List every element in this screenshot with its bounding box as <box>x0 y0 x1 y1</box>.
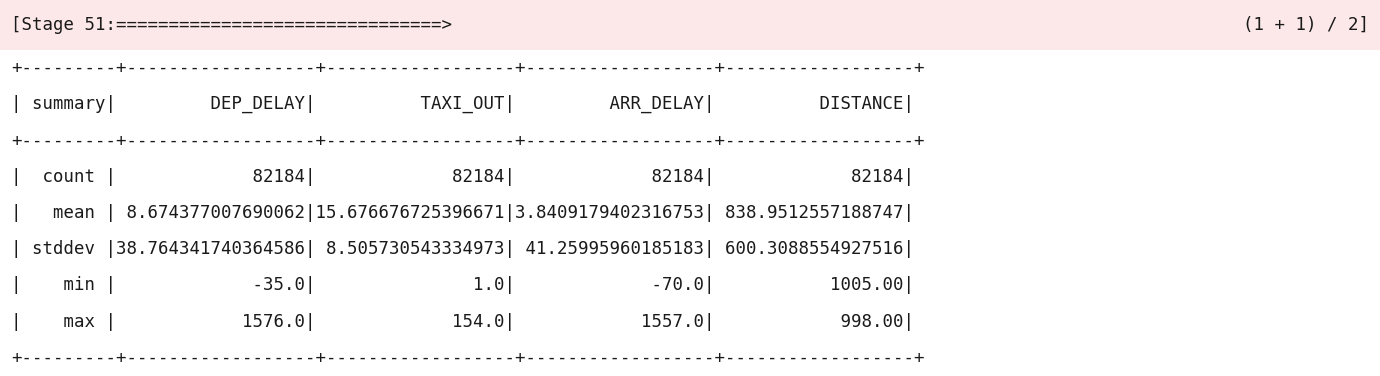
Text: +---------+------------------+------------------+------------------+------------: +---------+------------------+----------… <box>11 59 925 77</box>
Text: |   mean | 8.674377007690062|15.676676725396671|3.8409179402316753| 838.95125571: | mean | 8.674377007690062|15.6766767253… <box>11 204 914 222</box>
Text: |  count |             82184|             82184|             82184|             : | count | 82184| 82184| 82184| <box>11 168 914 186</box>
Text: |    max |            1576.0|             154.0|            1557.0|            9: | max | 1576.0| 154.0| 1557.0| 9 <box>11 313 914 331</box>
Text: (1 + 1) / 2]: (1 + 1) / 2] <box>1243 16 1369 34</box>
Text: +---------+------------------+------------------+------------------+------------: +---------+------------------+----------… <box>11 349 925 367</box>
Text: [Stage 51:===============================>: [Stage 51:==============================… <box>11 16 453 34</box>
Text: | stddev |38.764341740364586| 8.505730543334973| 41.25995960185183| 600.30885549: | stddev |38.764341740364586| 8.50573054… <box>11 240 914 258</box>
Text: | summary|         DEP_DELAY|          TAXI_OUT|         ARR_DELAY|          DIS: | summary| DEP_DELAY| TAXI_OUT| ARR_DELA… <box>11 95 914 114</box>
Text: |    min |             -35.0|               1.0|             -70.0|           10: | min | -35.0| 1.0| -70.0| 10 <box>11 276 914 294</box>
FancyBboxPatch shape <box>0 0 1380 50</box>
Text: +---------+------------------+------------------+------------------+------------: +---------+------------------+----------… <box>11 132 925 150</box>
